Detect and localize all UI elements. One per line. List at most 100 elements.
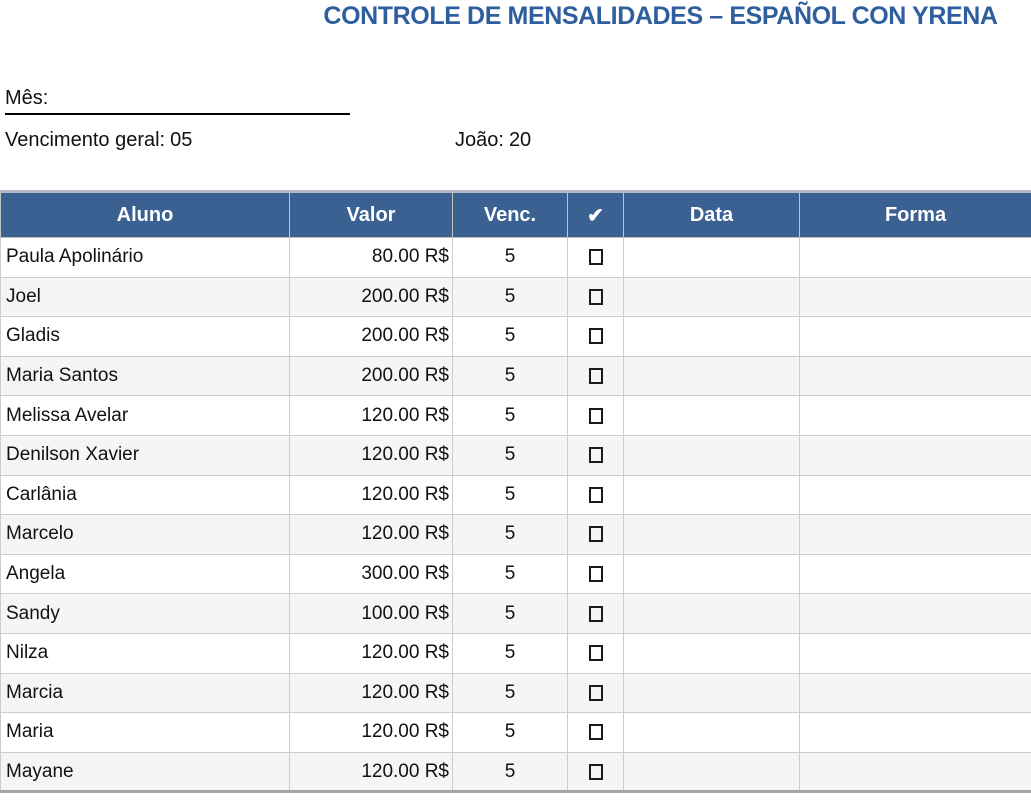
cell-forma [799,632,1031,674]
cell-check [567,434,624,476]
cell-check [567,237,624,278]
meta-row: Vencimento geral: 05 João: 20 [5,129,1025,155]
cell-forma [799,237,1031,278]
cell-aluno: Nilza [0,632,290,674]
column-header-valor: Valor [289,190,453,238]
cell-data [623,712,800,753]
month-blank-field[interactable]: Mês: [5,87,350,115]
table-row: Joel 200.00 R$ 5 [0,276,1031,318]
cell-venc: 5 [452,632,568,674]
joao-value: 20 [508,129,532,151]
table-header-row: Aluno Valor Venc. ✔ Data Forma [0,190,1031,238]
cell-venc: 5 [452,276,568,318]
cell-forma [799,514,1031,555]
paid-checkbox[interactable] [588,486,603,503]
column-header-checkmark-icon: ✔ [567,190,624,238]
cell-venc: 5 [452,553,568,595]
cell-aluno: Joel [0,276,290,318]
cell-forma [799,553,1031,595]
general-due-label: Vencimento geral: [5,129,166,151]
payments-table: Aluno Valor Venc. ✔ Data Forma Paula Apolinár… [0,190,1031,794]
cell-venc: 5 [452,395,568,436]
paid-checkbox[interactable] [588,605,603,622]
cell-data [623,316,800,357]
cell-data [623,514,800,555]
cell-venc: 5 [452,474,568,516]
cell-valor: 120.00 R$ [289,514,453,555]
cell-valor: 120.00 R$ [289,632,453,674]
table-row: Gladis 200.00 R$ 5 [0,316,1031,357]
cell-check [567,712,624,753]
cell-aluno: Maria [0,712,290,753]
cell-data [623,237,800,278]
joao-group: João: 20 [455,129,531,152]
cell-check [567,474,624,516]
cell-check [567,276,624,318]
cell-data [623,672,800,714]
cell-data [623,593,800,634]
cell-data [623,395,800,436]
cell-aluno: Sandy [0,593,290,634]
cell-aluno: Gladis [0,316,290,357]
cell-data [623,632,800,674]
cell-forma [799,316,1031,357]
cell-valor: 200.00 R$ [289,276,453,318]
paid-checkbox[interactable] [588,645,603,662]
paid-checkbox[interactable] [588,288,603,305]
paid-checkbox[interactable] [588,763,603,780]
cell-venc: 5 [452,672,568,714]
cell-aluno: Carlânia [0,474,290,516]
paid-checkbox[interactable] [588,684,603,701]
cell-forma [799,751,1031,794]
cell-check [567,672,624,714]
cell-check [567,751,624,794]
cell-valor: 120.00 R$ [289,395,453,436]
cell-venc: 5 [452,751,568,794]
cell-aluno: Denilson Xavier [0,434,290,476]
cell-forma [799,474,1031,516]
table-row: Nilza 120.00 R$ 5 [0,632,1031,674]
cell-venc: 5 [452,316,568,357]
cell-valor: 120.00 R$ [289,672,453,714]
paid-checkbox[interactable] [588,566,603,583]
paid-checkbox[interactable] [588,328,603,345]
cell-forma [799,434,1031,476]
paid-checkbox[interactable] [588,447,603,464]
paid-checkbox[interactable] [588,368,603,385]
table-row: Marcia 120.00 R$ 5 [0,672,1031,714]
cell-aluno: Marcia [0,672,290,714]
cell-valor: 200.00 R$ [289,355,453,397]
general-due-value: 05 [170,129,193,151]
cell-valor: 120.00 R$ [289,474,453,516]
cell-data [623,355,800,397]
cell-forma [799,593,1031,634]
table-row: Maria Santos 200.00 R$ 5 [0,355,1031,397]
column-header-venc: Venc. [452,190,568,238]
table-row: Maria 120.00 R$ 5 [0,712,1031,753]
paid-checkbox[interactable] [588,407,603,424]
cell-data [623,276,800,318]
table-row: Paula Apolinário 80.00 R$ 5 [0,237,1031,278]
page-title: CONTROLE DE MENSALIDADES – ESPAÑOL CON Y… [323,2,998,30]
cell-aluno: Marcelo [0,514,290,555]
cell-aluno: Melissa Avelar [0,395,290,436]
cell-venc: 5 [452,237,568,278]
cell-valor: 300.00 R$ [289,553,453,595]
month-label: Mês: [5,87,49,109]
cell-forma [799,672,1031,714]
cell-valor: 120.00 R$ [289,712,453,753]
cell-forma [799,395,1031,436]
cell-check [567,632,624,674]
paid-checkbox[interactable] [588,249,603,266]
column-header-aluno: Aluno [0,190,290,238]
joao-label: João: [455,129,504,151]
cell-venc: 5 [452,593,568,634]
paid-checkbox[interactable] [588,724,603,741]
cell-check [567,355,624,397]
paid-checkbox[interactable] [588,526,603,543]
cell-forma [799,712,1031,753]
cell-venc: 5 [452,434,568,476]
cell-aluno: Paula Apolinário [0,237,290,278]
cell-venc: 5 [452,712,568,753]
